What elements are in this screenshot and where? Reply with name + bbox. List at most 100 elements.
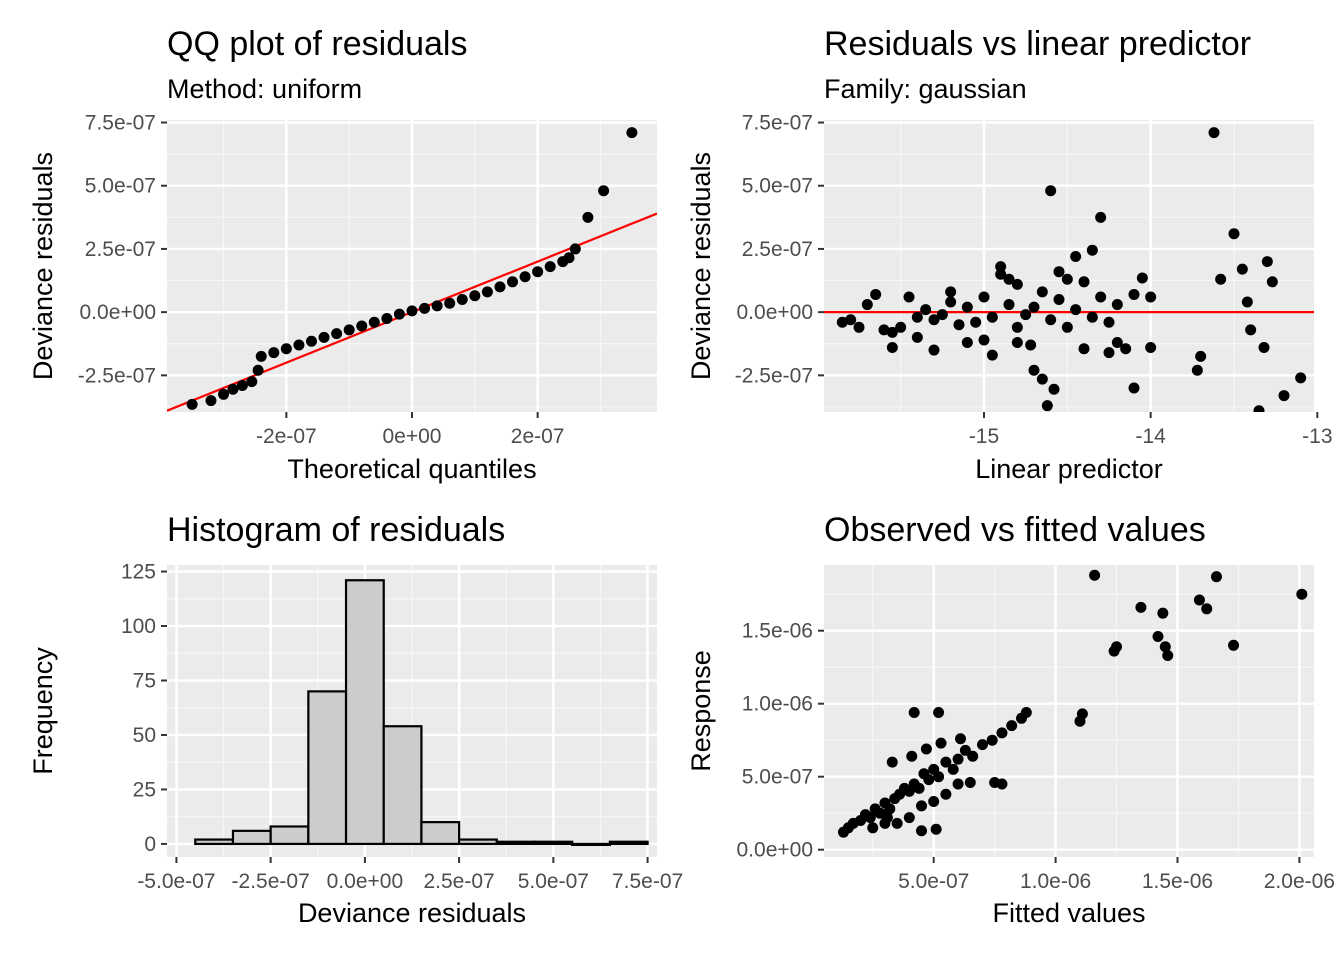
data-point-12	[928, 314, 940, 326]
y-tick-label: 2.5e-07	[85, 238, 156, 261]
histogram-bar-7	[420, 821, 461, 846]
x-tick-label: 1.0e-06	[1020, 870, 1091, 893]
panel-title: Residuals vs linear predictor	[824, 25, 1251, 63]
data-point-29	[1070, 304, 1082, 316]
data-point-20	[406, 305, 418, 317]
y-tick-label: 1.0e-06	[742, 693, 813, 716]
data-point-31	[1020, 706, 1032, 718]
y-tick-label: -2.5e-07	[735, 364, 813, 387]
data-point-48	[1095, 211, 1107, 223]
data-point-38	[961, 336, 973, 348]
data-point-62	[1078, 343, 1090, 355]
data-point-9	[903, 291, 915, 303]
data-point-17	[368, 316, 380, 328]
panel-title: QQ plot of residuals	[167, 25, 467, 63]
data-point-49	[1111, 336, 1123, 348]
data-point-27	[1053, 293, 1065, 305]
data-point-10	[280, 343, 292, 355]
x-axis-label: Fitted values	[992, 898, 1145, 928]
data-point-6	[246, 376, 258, 388]
data-point-36	[1145, 291, 1157, 303]
panel-1: -2e-07 0e+00 2e-07 -2.5e-07 0.0e+00 2.5e-07 5.…	[28, 25, 657, 484]
x-tick-label: -14	[1135, 425, 1166, 448]
data-point-37	[928, 344, 940, 356]
data-point-36	[916, 800, 928, 812]
data-point-23	[444, 297, 456, 309]
data-point-58	[1135, 601, 1147, 613]
data-point-62	[1162, 650, 1174, 662]
y-axis-label: Response	[686, 650, 716, 772]
y-tick-label: 100	[121, 615, 156, 638]
data-point-59	[1152, 631, 1164, 643]
y-axis-label: Frequency	[28, 647, 58, 775]
x-tick-label: 0e+00	[383, 425, 442, 448]
data-point-66	[1191, 364, 1203, 376]
y-tick-label: 0.0e+00	[737, 301, 814, 324]
data-point-27	[494, 281, 506, 293]
data-point-13	[936, 309, 948, 321]
data-point-64	[1201, 603, 1213, 615]
data-point-1	[186, 398, 198, 410]
data-point-6	[878, 324, 890, 336]
y-tick-label: 0.0e+00	[80, 301, 157, 324]
histogram-bar-8	[458, 838, 498, 846]
data-point-52	[886, 342, 898, 354]
x-tick-label: 2.0e-06	[1264, 870, 1335, 893]
data-layer	[824, 127, 1314, 412]
data-point-57	[1011, 278, 1023, 290]
data-point-2	[205, 395, 217, 407]
data-point-38	[940, 788, 952, 800]
y-tick-label: 5.0e-07	[85, 175, 156, 198]
data-point-57	[1111, 641, 1123, 653]
data-point-24	[959, 744, 971, 756]
histogram-bar-11	[571, 842, 611, 847]
data-point-7	[886, 326, 898, 338]
data-point-43	[920, 743, 932, 755]
data-point-26	[976, 739, 988, 751]
data-point-7	[252, 364, 264, 376]
histogram-bar-5	[344, 579, 385, 846]
data-point-21	[1003, 299, 1015, 311]
data-point-45	[1048, 383, 1060, 395]
data-point-71	[1236, 263, 1248, 275]
x-tick-label: 2.5e-07	[423, 870, 494, 893]
data-point-47	[1086, 244, 1098, 256]
data-point-76	[1266, 276, 1278, 288]
data-point-18	[923, 774, 935, 786]
data-point-13	[318, 331, 330, 343]
data-point-34	[569, 243, 581, 255]
data-point-20	[995, 268, 1007, 280]
data-point-65	[1210, 571, 1222, 583]
data-point-50	[930, 823, 942, 835]
x-tick-label: -2e-07	[256, 425, 317, 448]
data-point-58	[1025, 339, 1037, 351]
data-point-20	[933, 771, 945, 783]
data-point-43	[1045, 185, 1057, 197]
data-point-9	[268, 347, 280, 359]
histogram-bar-10	[533, 840, 574, 846]
panel-background	[824, 565, 1314, 857]
data-point-17	[970, 316, 982, 328]
y-tick-label: 0	[144, 833, 156, 856]
data-point-25	[469, 290, 481, 302]
data-point-24	[1028, 301, 1040, 313]
y-tick-label: -2.5e-07	[78, 364, 156, 387]
data-point-22	[947, 763, 959, 775]
data-point-79	[1253, 405, 1265, 412]
data-point-65	[1145, 342, 1157, 354]
histogram-bar-9	[495, 840, 536, 846]
data-point-26	[481, 286, 493, 298]
data-point-39	[952, 778, 964, 790]
x-tick-label: 2e-07	[511, 425, 565, 448]
data-point-34	[1111, 299, 1123, 311]
data-point-50	[1128, 382, 1140, 394]
data-point-52	[996, 778, 1008, 790]
data-point-28	[1061, 321, 1073, 333]
panel-4: 5.0e-07 1.0e-06 1.5e-06 2.0e-06 0.0e+00 5.0e-…	[686, 511, 1335, 928]
histogram-bar-6	[382, 725, 423, 846]
data-point-21	[419, 302, 431, 314]
x-tick-label: -5.0e-07	[137, 870, 215, 893]
data-point-73	[1245, 324, 1257, 336]
data-point-11	[293, 339, 305, 351]
